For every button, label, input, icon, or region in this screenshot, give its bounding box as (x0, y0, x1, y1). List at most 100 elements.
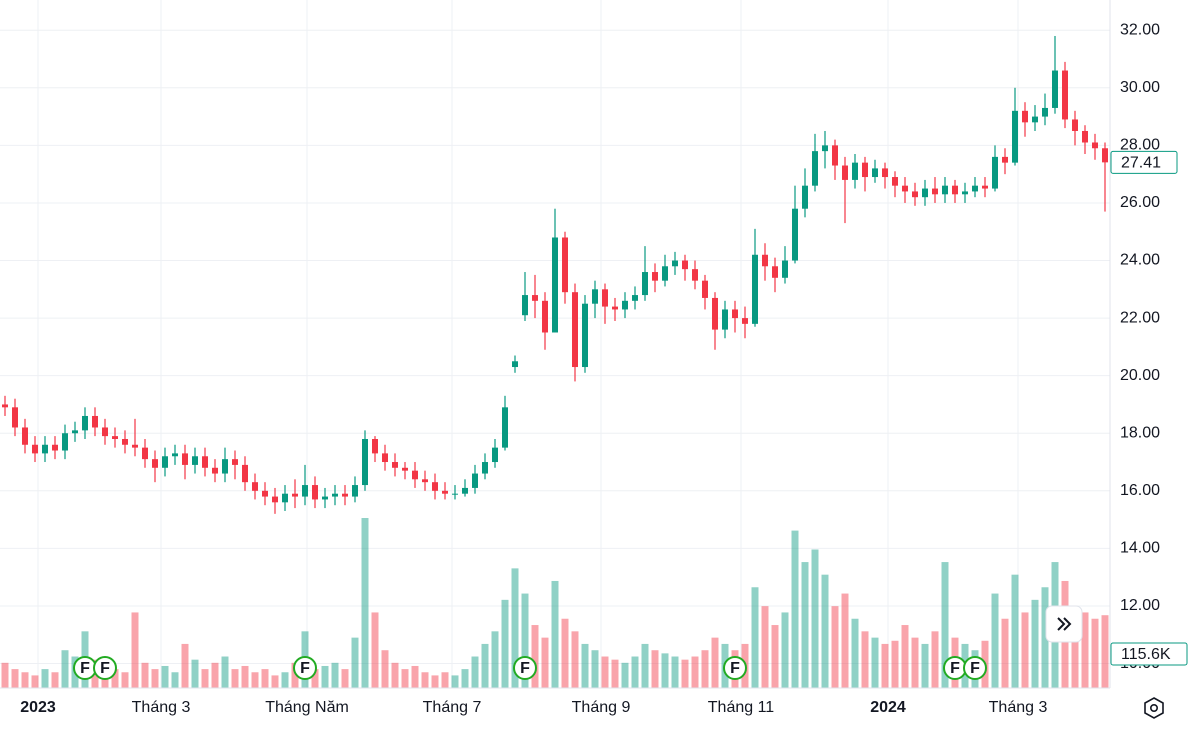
volume-bar (761, 606, 769, 688)
candle-body (1062, 70, 1068, 120)
candle-body (1002, 156, 1008, 163)
candle-body (562, 237, 568, 293)
volume-bar (541, 637, 549, 688)
volume-bar (1071, 606, 1079, 688)
candle-body (672, 260, 678, 267)
volume-bar (521, 593, 529, 688)
candle-body (542, 300, 548, 333)
candle-body (1052, 70, 1058, 108)
volume-bar (841, 593, 849, 688)
volume-bar (31, 675, 39, 688)
candle-body (312, 485, 318, 500)
candle-body (502, 407, 508, 448)
candle-body (902, 185, 908, 192)
event-label: F (100, 660, 110, 677)
volume-bar (371, 612, 379, 688)
x-tick-label: Tháng Năm (265, 699, 349, 716)
candle-body (632, 295, 638, 301)
candle-body (122, 438, 128, 445)
volume-bar (431, 675, 439, 688)
candle-body (372, 438, 378, 454)
y-tick-label: 16.00 (1120, 482, 1160, 499)
volume-bar (801, 562, 809, 688)
candle-body (572, 292, 578, 368)
y-tick-label: 22.00 (1120, 309, 1160, 326)
volume-bar (781, 612, 789, 688)
candle-body (62, 433, 68, 451)
y-tick-label: 30.00 (1120, 79, 1160, 96)
candle-body (342, 493, 348, 497)
candle-body (762, 254, 768, 267)
volume-bar (1101, 615, 1109, 688)
event-marker (293, 656, 317, 680)
candle-body (432, 482, 438, 491)
volume-bar (11, 669, 19, 688)
volume-bar (921, 643, 929, 688)
volume-bar (191, 659, 199, 688)
volume-bar (671, 656, 679, 688)
candle-body (442, 490, 448, 494)
candle-body (712, 297, 718, 330)
candle-body (962, 191, 968, 195)
volume-bar (141, 662, 149, 688)
volume-bar (651, 650, 659, 688)
candle-body (732, 309, 738, 319)
candle-body (882, 168, 888, 178)
candle-body (982, 185, 988, 189)
candle-body (862, 162, 868, 178)
candle-body (782, 260, 788, 278)
candle-body (262, 490, 268, 497)
event-label: F (970, 660, 980, 677)
x-tick-label: Tháng 9 (572, 699, 631, 716)
price-badge (1110, 150, 1178, 174)
volume-bar (831, 606, 839, 688)
candle-body (82, 415, 88, 431)
candle-body (222, 459, 228, 474)
y-tick-label: 14.00 (1120, 540, 1160, 557)
y-tick-label: 24.00 (1120, 252, 1160, 269)
candle-body (892, 177, 898, 186)
y-tick-label: 32.00 (1120, 21, 1160, 38)
candle-body (482, 462, 488, 474)
event-label: F (80, 660, 90, 677)
candle-body (872, 168, 878, 178)
volume-bar (211, 662, 219, 688)
candle-body (202, 456, 208, 468)
candle-body (472, 473, 478, 488)
volume-bar (711, 637, 719, 688)
candle-body (52, 444, 58, 451)
volume-bar (151, 669, 159, 688)
volume-bar (1021, 612, 1029, 688)
volume-bar (591, 650, 599, 688)
candle-body (822, 145, 828, 152)
scroll-button[interactable] (1045, 605, 1083, 643)
volume-bar (661, 653, 669, 688)
candle-body (972, 185, 978, 192)
volume-bar (1091, 618, 1099, 688)
candle-body (532, 295, 538, 301)
x-tick-label: 2023 (20, 699, 56, 716)
volume-bar (411, 665, 419, 688)
candle-body (552, 237, 558, 333)
volume-bar (881, 643, 889, 688)
candle-body (842, 165, 848, 180)
candle-body (352, 485, 358, 497)
volume-bar (451, 675, 459, 688)
volume-bar (811, 549, 819, 688)
volume-bar (361, 518, 369, 688)
volume-bar (241, 665, 249, 688)
candle-body (1082, 130, 1088, 143)
volume-bar (581, 643, 589, 688)
candle-body (612, 306, 618, 310)
volume-bar (641, 643, 649, 688)
candle-body (462, 487, 468, 494)
volume-bar (461, 669, 469, 688)
candle-body (402, 467, 408, 471)
settings-button[interactable] (1144, 697, 1164, 719)
volume-bar (871, 637, 879, 688)
candle-body (582, 303, 588, 368)
candle-body (192, 456, 198, 465)
volume-bar (161, 665, 169, 688)
candle-body (422, 479, 428, 483)
